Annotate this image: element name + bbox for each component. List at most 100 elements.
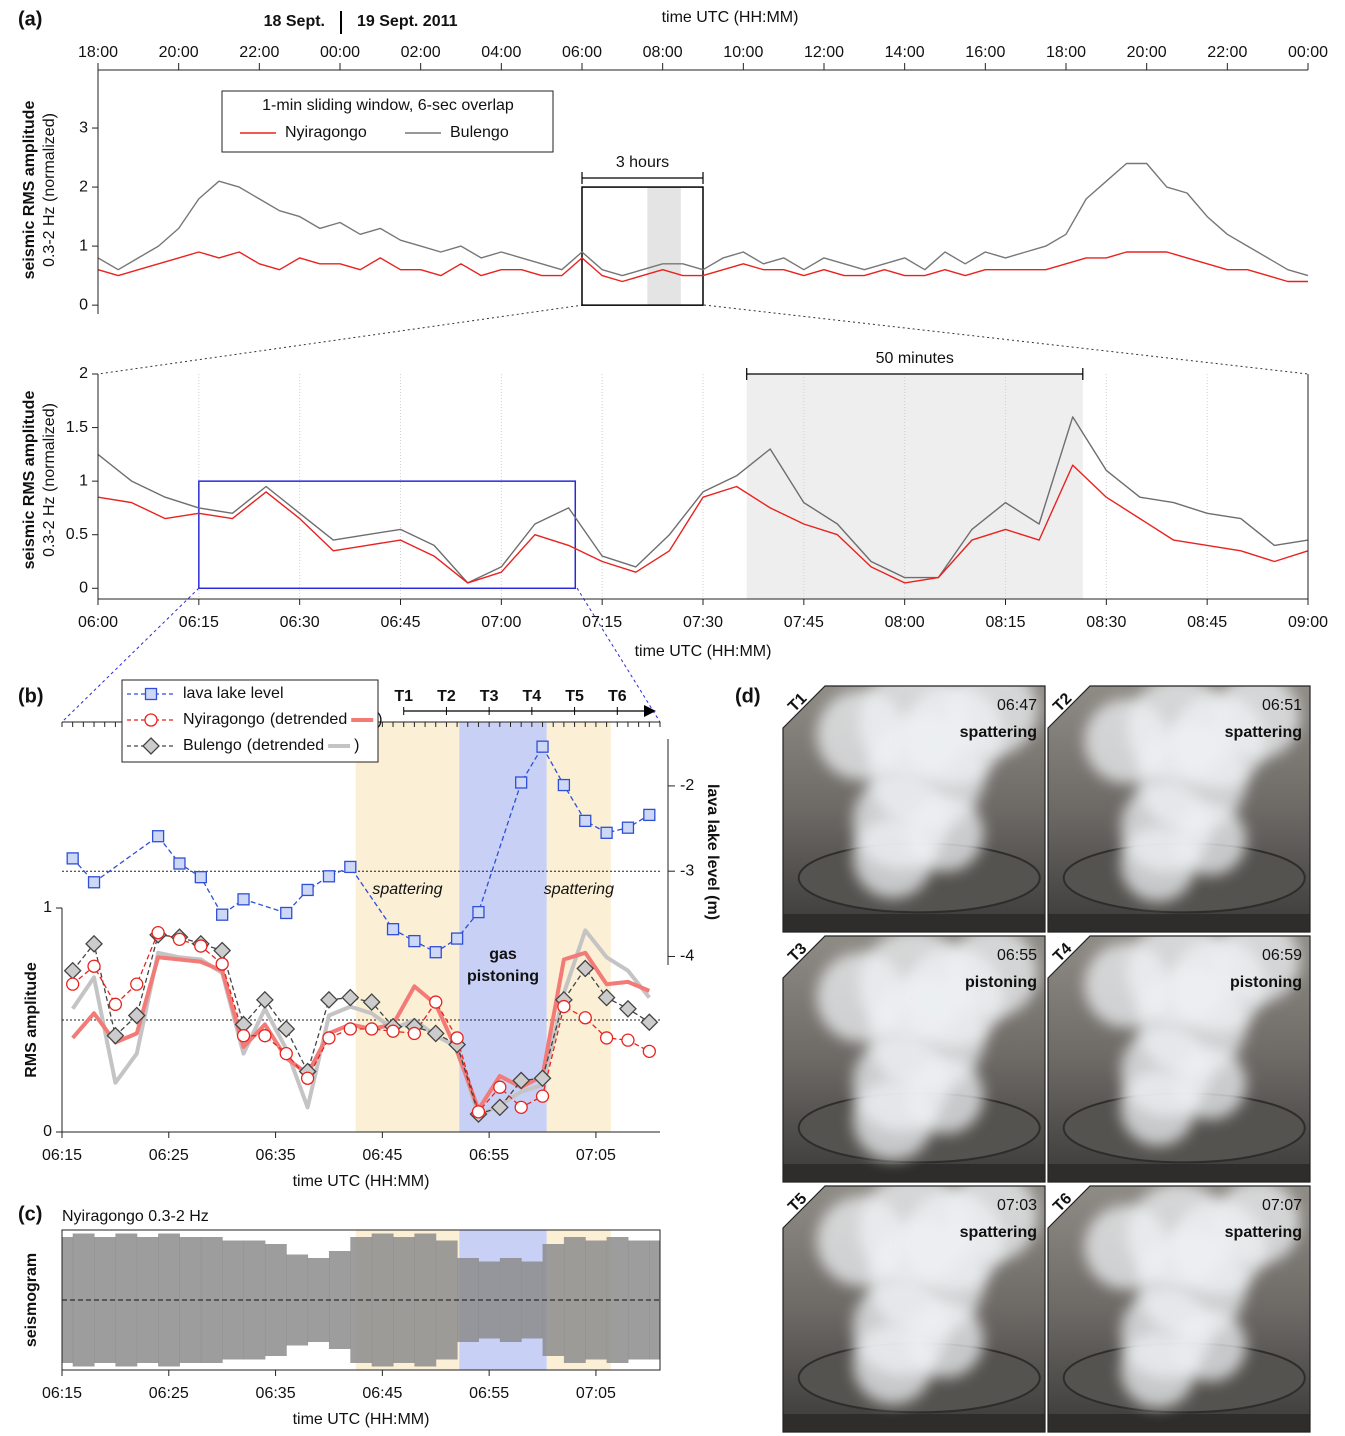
data-point <box>213 941 232 960</box>
data-point <box>63 961 82 980</box>
smoke <box>907 1301 984 1378</box>
y-tick-label: 2 <box>79 365 88 382</box>
data-point <box>619 999 637 1018</box>
zoom-connector <box>576 587 661 723</box>
marker-label: T3 <box>480 688 499 705</box>
data-point <box>85 934 103 953</box>
x-tick-label: 08:45 <box>1187 614 1227 631</box>
legend-marker <box>144 687 158 701</box>
series-line <box>72 934 650 1115</box>
x-tick-label: 00:00 <box>1288 44 1328 61</box>
panel-label: (d) <box>735 685 761 707</box>
photo-border <box>782 935 1046 1183</box>
x-tick-label: 06:15 <box>42 1147 82 1164</box>
x-tick-label: 04:00 <box>481 44 521 61</box>
data-point <box>277 1020 296 1038</box>
data-point <box>255 990 274 1009</box>
data-point <box>215 957 229 971</box>
legend-title: 1-min sliding window, 6-sec overlap <box>262 97 514 114</box>
zoom-connector <box>703 304 1309 375</box>
shaded-span <box>355 722 460 1132</box>
data-point <box>320 990 338 1009</box>
photo-border <box>1047 685 1311 933</box>
data-point <box>108 997 123 1011</box>
data-point <box>300 1071 315 1085</box>
photo-activity: pistoning <box>965 974 1037 991</box>
photo-time: 06:51 <box>1262 697 1302 714</box>
x-tick-label: 06:25 <box>149 1147 189 1164</box>
legend-note: (detrended <box>247 737 324 754</box>
data-point <box>341 988 360 1007</box>
panel-label: (b) <box>18 685 44 707</box>
photo-activity: spattering <box>1225 1224 1302 1241</box>
y2-tick-label: -3 <box>680 862 694 879</box>
data-point <box>597 988 616 1007</box>
smoke <box>947 1186 1038 1262</box>
x-tick-label: 16:00 <box>965 44 1005 61</box>
x-tick-label: 06:30 <box>280 614 320 631</box>
x-tick-label: 00:00 <box>320 44 360 61</box>
data-point <box>216 908 229 921</box>
smoke <box>1084 942 1169 1028</box>
shaded-span <box>647 187 681 305</box>
photo-time: 07:07 <box>1262 1197 1302 1214</box>
photo-time: 06:47 <box>997 697 1037 714</box>
amplitude-band <box>62 1237 74 1363</box>
x-tick-label: 02:00 <box>401 44 441 61</box>
data-point <box>106 1026 125 1045</box>
x-tick-label: 06:35 <box>256 1385 296 1402</box>
y-axis-label: RMS amplitude <box>23 962 40 1078</box>
x-tick-label: 08:00 <box>643 44 683 61</box>
x-tick-label: 06:25 <box>149 1385 189 1402</box>
data-point <box>127 1006 146 1025</box>
chart-title: Nyiragongo 0.3-2 Hz <box>62 1208 209 1225</box>
legend-marker <box>144 713 158 727</box>
x-tick-label: 22:00 <box>1207 44 1247 61</box>
x-tick-label: 07:05 <box>576 1147 616 1164</box>
x-tick-label: 20:00 <box>159 44 199 61</box>
smoke <box>816 1196 907 1287</box>
crater-floor <box>783 1164 1045 1182</box>
smoke <box>907 795 984 872</box>
data-point <box>344 860 357 874</box>
smoke <box>1174 803 1247 876</box>
data-point <box>640 1013 659 1032</box>
data-point <box>322 870 336 883</box>
data-point <box>279 1046 293 1061</box>
data-point <box>533 1069 552 1088</box>
data-point <box>151 830 165 843</box>
photo-time: 06:55 <box>997 947 1037 964</box>
x-tick-label: 20:00 <box>1127 44 1167 61</box>
x-tick-label: 07:30 <box>683 614 723 631</box>
x-tick-label: 06:55 <box>469 1147 509 1164</box>
crater-floor <box>1048 914 1310 932</box>
amplitude-band <box>521 1261 544 1339</box>
data-point <box>194 939 208 953</box>
legend-box <box>221 90 554 153</box>
x-tick-label: 06:15 <box>42 1385 82 1402</box>
x-tick-label: 06:45 <box>362 1385 402 1402</box>
y-axis-label: 0.3-2 Hz (normalized) <box>41 113 58 267</box>
series-line <box>97 251 1308 283</box>
photo <box>1048 686 1310 932</box>
marker-label: T4 <box>523 688 542 705</box>
x-tick-label: 18:00 <box>1046 44 1086 61</box>
amplitude-band <box>393 1237 415 1363</box>
data-point <box>579 814 592 828</box>
data-point <box>515 776 528 789</box>
y-tick-label: 0 <box>43 1123 52 1140</box>
data-point <box>576 959 595 978</box>
legend-label: Nyiragongo <box>183 711 265 728</box>
data-point <box>280 906 293 920</box>
photo-border <box>1047 935 1311 1183</box>
smoke <box>816 690 907 781</box>
legend-note: ) <box>354 737 359 754</box>
data-point <box>66 852 79 865</box>
x-tick-label: 06:45 <box>362 1147 402 1164</box>
x-tick-label: 07:45 <box>784 614 824 631</box>
detrended-line <box>71 950 651 1112</box>
bracket <box>746 368 1084 380</box>
smoke <box>947 686 1038 756</box>
series-line <box>97 416 1309 584</box>
data-point <box>600 826 613 839</box>
